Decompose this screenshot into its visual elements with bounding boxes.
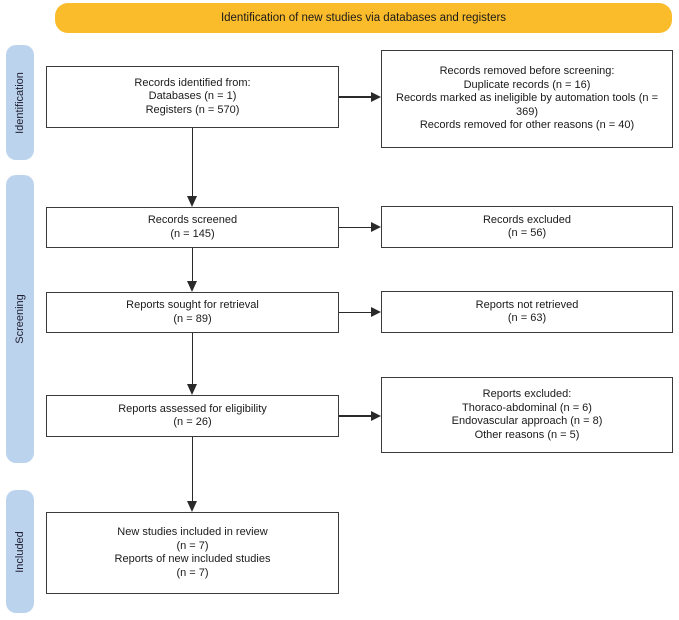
stage-label-text: Included	[14, 530, 26, 573]
box-line: (n = 7)	[176, 539, 209, 552]
box-line: (n = 56)	[507, 227, 547, 239]
arrow-down-icon	[186, 384, 197, 395]
box-line: Other reasons (n = 5)	[474, 428, 580, 441]
box-line: (n = 89)	[173, 312, 212, 325]
box-new-studies-included: New studies included in review (n = 7) R…	[46, 512, 339, 594]
box-line: Reports of new included studies	[114, 553, 271, 565]
box-line: (n = 7)	[176, 566, 209, 579]
arrow-right-icon	[371, 307, 381, 317]
stage-label-text: Identification	[14, 71, 27, 134]
box-line: Records marked as ineligible by automati…	[396, 92, 658, 118]
box-line: Registers (n = 570)	[145, 103, 240, 116]
banner-title: Identification of new studies via databa…	[55, 3, 672, 33]
stage-label-screening: Screening	[6, 175, 34, 463]
arrow-down-icon	[186, 196, 197, 207]
arrow-line	[191, 333, 193, 385]
arrow-right-icon	[371, 222, 381, 232]
arrow-line	[339, 96, 372, 98]
box-records-screened: Records screened (n = 145)	[46, 207, 339, 248]
box-line: Records excluded	[482, 213, 572, 226]
arrow-right-icon	[371, 91, 381, 102]
box-line: Thoraco-abdominal (n = 6)	[462, 401, 592, 414]
box-reports-excluded: Reports excluded: Thoraco-abdominal (n =…	[381, 377, 673, 453]
box-reports-sought: Reports sought for retrieval (n = 89)	[46, 292, 339, 333]
box-line: (n = 145)	[170, 227, 215, 240]
box-records-identified: Records identified from: Databases (n = …	[46, 66, 339, 128]
arrow-down-icon	[186, 501, 197, 512]
box-line: Records removed for other reasons (n = 4…	[419, 119, 635, 132]
box-line: Reports excluded:	[482, 388, 572, 400]
box-line: Endovascular approach (n = 8)	[451, 415, 603, 427]
box-records-removed: Records removed before screening: Duplic…	[381, 50, 673, 148]
arrow-line	[191, 128, 193, 197]
box-records-excluded: Records excluded (n = 56)	[381, 206, 673, 248]
arrow-line	[339, 415, 372, 417]
box-line: (n = 63)	[507, 312, 547, 324]
box-line: Reports assessed for eligibility	[118, 402, 267, 415]
box-line: Reports sought for retrieval	[126, 299, 259, 311]
arrow-line	[339, 311, 372, 313]
box-line: Records screened	[147, 214, 238, 226]
arrow-line	[191, 437, 193, 502]
box-reports-assessed: Reports assessed for eligibility (n = 26…	[46, 395, 339, 437]
box-line: Duplicate records (n = 16)	[463, 78, 591, 91]
arrow-line	[191, 248, 193, 282]
arrow-down-icon	[186, 281, 197, 292]
stage-label-included: Included	[6, 490, 34, 613]
box-line: (n = 26)	[173, 416, 212, 428]
box-reports-not-retrieved: Reports not retrieved (n = 63)	[381, 291, 673, 333]
arrow-right-icon	[371, 410, 381, 421]
box-line: Reports not retrieved	[475, 298, 579, 311]
arrow-line	[339, 226, 372, 228]
stage-label-identification: Identification	[6, 45, 34, 160]
box-line: Databases (n = 1)	[148, 90, 237, 103]
stage-label-text: Screening	[14, 294, 27, 344]
box-line: Records removed before screening:	[439, 65, 615, 78]
box-line: New studies included in review	[117, 526, 268, 538]
box-line: Records identified from:	[134, 76, 251, 89]
